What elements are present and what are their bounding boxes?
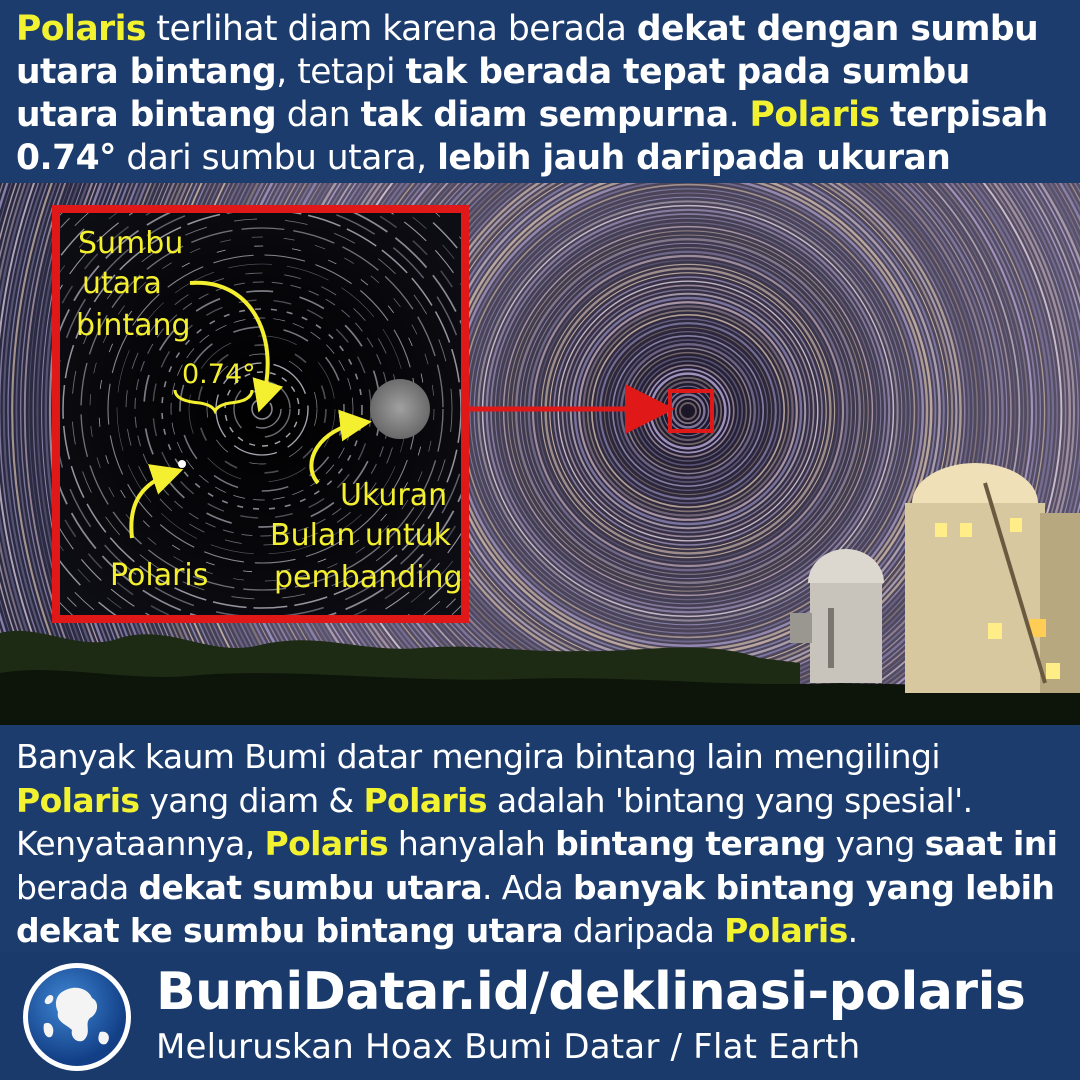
label-moon-line2: Bulan untuk xyxy=(270,518,452,553)
polaris-highlight: Polaris xyxy=(16,780,140,820)
bottom-text-segment: adalah 'bintang yang spesial'. Kenyataan… xyxy=(16,780,973,864)
label-moon-line3: pembanding xyxy=(274,560,463,595)
bottom-text-segment: hanyalah xyxy=(387,824,556,863)
globe-icon xyxy=(23,963,131,1071)
bottom-text-segment: yang diam & xyxy=(139,780,364,820)
top-bold-segment: tak berada tepat pada sumbu utara bintan… xyxy=(16,52,970,135)
star-trail-illustration: Sumbu utara bintang 0.74° Polaris Ukuran… xyxy=(0,183,1080,725)
bottom-bold-segment: banyak bintang yang lebih dekat ke sumbu… xyxy=(16,867,1055,951)
bottom-text-segment: . xyxy=(847,911,858,950)
polaris-highlight: Polaris xyxy=(724,911,848,950)
top-text-segment: terlihat diam karena berada xyxy=(145,9,637,49)
label-polaris: Polaris xyxy=(110,558,208,593)
polaris-arrow xyxy=(129,464,184,539)
footer: BumiDatar.id/deklinasi-polaris Meluruska… xyxy=(0,952,1080,1080)
top-text-segment: dan xyxy=(276,95,361,135)
axis-arrow xyxy=(189,280,284,413)
bottom-bold-segment: bintang terang xyxy=(555,824,826,863)
polaris-highlight: Polaris xyxy=(749,95,880,135)
zoom-source-box xyxy=(668,389,714,433)
observatory-small xyxy=(790,549,884,683)
top-paragraph: Polaris terlihat diam karena berada deka… xyxy=(16,8,1066,223)
bottom-text-segment: Banyak kaum Bumi datar mengira bintang l… xyxy=(16,737,941,776)
bottom-text-segment: berada xyxy=(16,867,139,907)
polaris-highlight: Polaris xyxy=(363,780,487,820)
observatory-tower xyxy=(905,463,1080,693)
label-moon-line1: Ukuran xyxy=(340,478,447,513)
polaris-highlight: Polaris xyxy=(264,824,389,863)
top-text-segment: , tetapi xyxy=(276,52,406,92)
label-axis-line2: utara xyxy=(82,266,162,301)
moon-arrow xyxy=(309,409,372,485)
bottom-text-segment: yang xyxy=(825,824,925,863)
angle-brace xyxy=(173,389,254,415)
moon-comparison xyxy=(370,379,430,439)
polaris-star xyxy=(178,460,186,468)
label-angle: 0.74° xyxy=(182,359,256,390)
top-bold-segment: tak diam sempurna xyxy=(360,95,730,135)
label-axis-line1: Sumbu xyxy=(78,226,183,261)
bottom-text-segment: daripada xyxy=(562,911,725,950)
ground-foreground xyxy=(0,670,1080,725)
top-text-segment xyxy=(880,95,890,135)
star-trail-photo: Sumbu utara bintang 0.74° Polaris Ukuran… xyxy=(0,183,1080,725)
label-axis-line3: bintang xyxy=(76,308,191,343)
bottom-text-segment: . Ada xyxy=(482,867,574,907)
top-text-segment: . xyxy=(728,95,750,135)
top-bold-segment: dekat dengan sumbu utara bintang xyxy=(16,9,1039,92)
inset-border xyxy=(52,205,469,623)
polaris-highlight: Polaris xyxy=(16,9,146,49)
bottom-bold-segment: saat ini xyxy=(924,824,1058,863)
bottom-paragraph: Banyak kaum Bumi datar mengira bintang l… xyxy=(16,735,1066,953)
top-text-segment: dari sumbu utara, xyxy=(115,138,438,178)
top-bold-segment: terpisah 0.74° xyxy=(16,95,1048,178)
site-url[interactable]: BumiDatar.id/deklinasi-polaris xyxy=(156,962,1026,1022)
bottom-bold-segment: dekat sumbu utara xyxy=(138,867,483,907)
tagline: Meluruskan Hoax Bumi Datar / Flat Earth xyxy=(156,1027,861,1067)
